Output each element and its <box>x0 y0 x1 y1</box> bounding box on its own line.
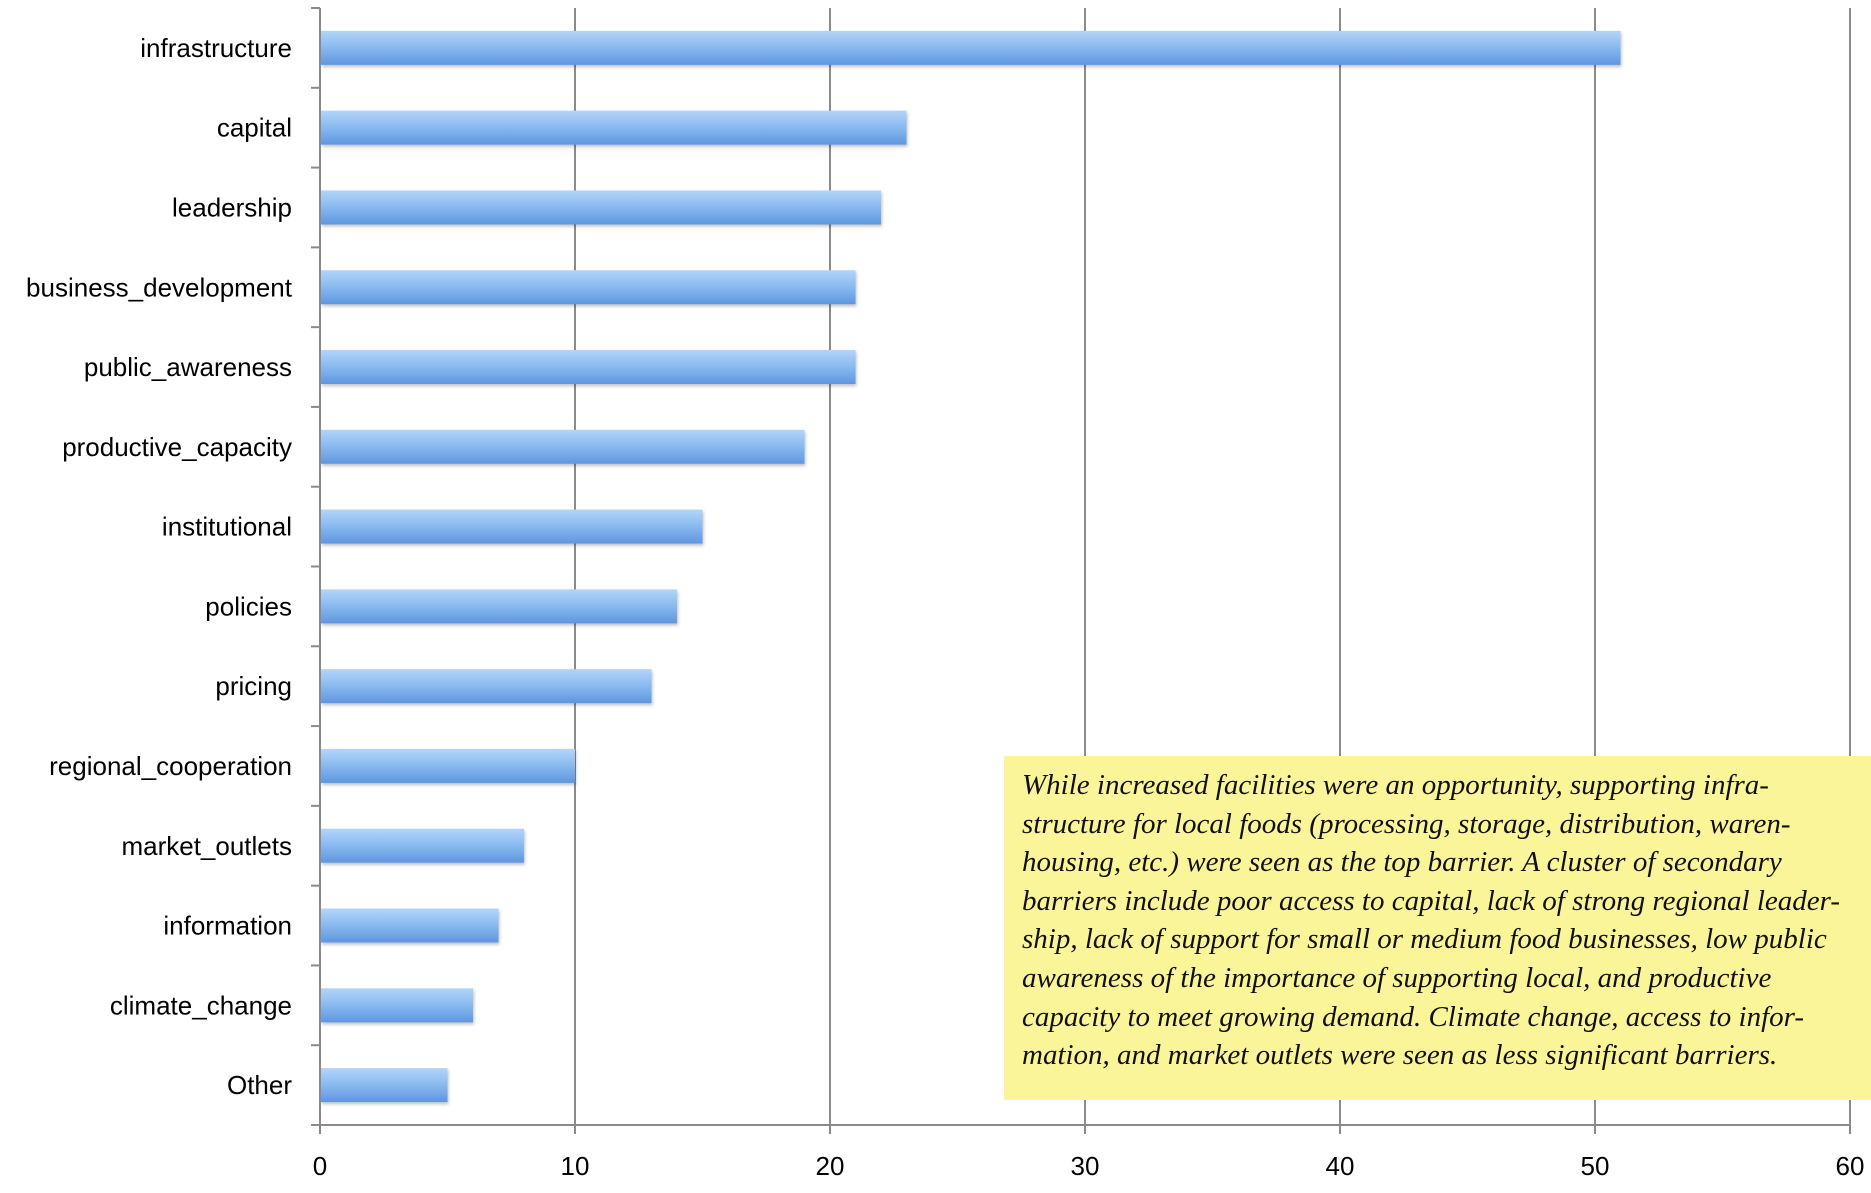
x-tick-label: 0 <box>313 1151 327 1181</box>
category-label: policies <box>205 591 292 621</box>
bar-public_awareness <box>321 350 856 385</box>
bar-policies <box>321 589 677 624</box>
category-label: regional_cooperation <box>49 751 292 781</box>
category-label: infrastructure <box>140 33 292 63</box>
category-label: productive_capacity <box>62 432 292 462</box>
x-tick-label: 10 <box>561 1151 590 1181</box>
bar-institutional <box>321 509 703 544</box>
bar-market_outlets <box>321 828 524 863</box>
category-label: leadership <box>172 192 292 222</box>
annotation-box: While increased facilities were an oppor… <box>1004 756 1871 1100</box>
annotation-line: barriers include poor access to capital,… <box>1022 884 1841 917</box>
x-tick-label: 60 <box>1836 1151 1865 1181</box>
bar-climate_change <box>321 988 473 1023</box>
category-label: capital <box>217 113 292 143</box>
category-label: market_outlets <box>121 831 292 861</box>
category-label: public_awareness <box>84 352 292 382</box>
annotation-line: While increased facilities were an oppor… <box>1022 769 1769 801</box>
annotation-line: ship, lack of support for small or mediu… <box>1022 923 1827 956</box>
x-tick-label: 40 <box>1326 1151 1355 1181</box>
x-tick-label: 50 <box>1581 1151 1610 1181</box>
bar-capital <box>321 110 907 145</box>
bar-infrastructure <box>321 30 1621 65</box>
category-label: institutional <box>162 512 292 542</box>
bar-regional_cooperation <box>321 748 575 783</box>
category-label: pricing <box>215 671 292 701</box>
category-label: business_development <box>26 272 293 302</box>
bar-leadership <box>321 190 881 225</box>
bar-information <box>321 908 499 943</box>
axes <box>311 7 1851 1134</box>
annotation-line: mation, and market outlets were seen as … <box>1022 1039 1778 1072</box>
bar-productive_capacity <box>321 429 805 464</box>
annotation-line: capacity to meet growing demand. Climate… <box>1022 1000 1804 1033</box>
category-label: information <box>163 911 292 941</box>
category-label: climate_change <box>110 990 292 1020</box>
x-tick-label: 20 <box>816 1151 845 1181</box>
bars <box>321 30 1621 1103</box>
annotation-line: awareness of the importance of supportin… <box>1022 961 1772 994</box>
labels: infrastructure capital leadership business_… <box>26 33 1864 1181</box>
category-label: Other <box>227 1070 292 1100</box>
annotation-line: housing, etc.) were seen as the top barr… <box>1022 846 1782 879</box>
x-tick-label: 30 <box>1071 1151 1100 1181</box>
bar-Other <box>321 1068 448 1103</box>
annotation-line: structure for local foods (processing, s… <box>1022 807 1791 840</box>
bar-pricing <box>321 669 652 704</box>
bar-business_development <box>321 270 856 305</box>
